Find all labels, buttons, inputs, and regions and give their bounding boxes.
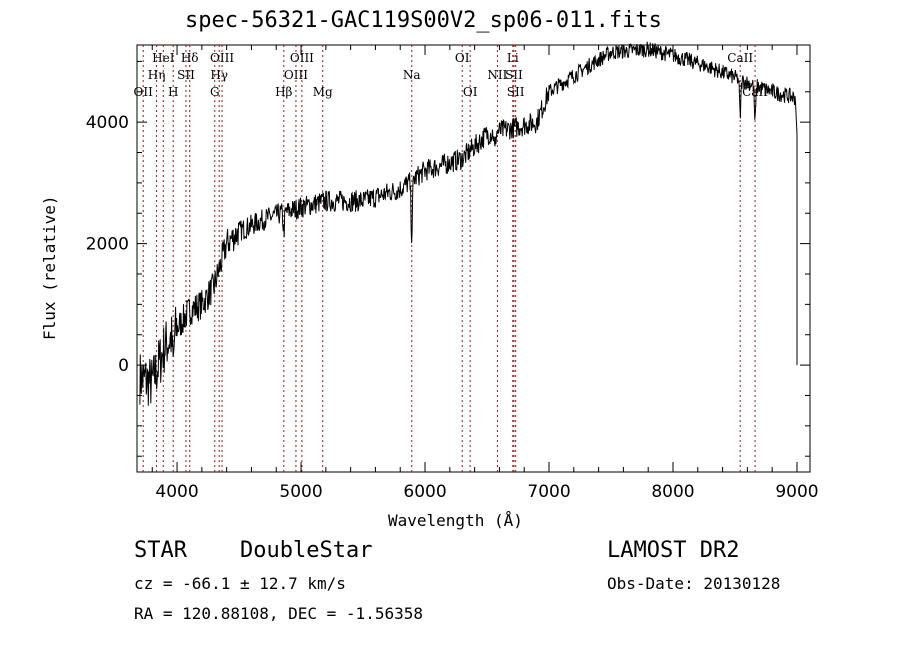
line-label: SII (177, 68, 195, 82)
x-tick-label: 4000 (155, 482, 198, 502)
x-tick-label: 6000 (403, 482, 446, 502)
chart-title: spec-56321-GAC119S00V2_sp06-011.fits (185, 8, 662, 33)
line-label: H (168, 85, 178, 99)
x-axis-label: Wavelength (Å) (388, 511, 523, 530)
line-label: OII (134, 85, 154, 99)
y-tick-label: 0 (118, 356, 129, 376)
line-label: Hδ (181, 51, 199, 65)
line-label: Li (507, 51, 519, 65)
line-label: G (210, 85, 220, 99)
x-tick-label: 9000 (775, 482, 818, 502)
line-label: OIII (210, 51, 234, 65)
line-label: OI (463, 85, 478, 99)
line-label: Hγ (210, 68, 228, 82)
line-label: NII (487, 68, 507, 82)
y-axis-label: Flux (relative) (40, 195, 59, 341)
line-label: SII (505, 68, 523, 82)
line-label: SII (507, 85, 525, 99)
ra-dec: RA = 120.88108, DEC = -1.56358 (134, 604, 423, 623)
plot-frame (136, 44, 811, 473)
y-tick-label: 2000 (86, 235, 129, 255)
line-label: Na (403, 68, 421, 82)
line-label: CaII (727, 51, 753, 65)
spectrum-line (139, 41, 798, 406)
line-label: Hη (148, 68, 166, 82)
x-tick-label: 7000 (527, 482, 570, 502)
object-class: STAR (134, 538, 187, 563)
line-label: OIII (290, 51, 314, 65)
line-label: OI (455, 51, 470, 65)
object-subclass: DoubleStar (240, 538, 373, 563)
redshift-cz: cz = -66.1 ± 12.7 km/s (134, 574, 346, 593)
line-label: Hβ (275, 85, 292, 99)
x-tick-label: 5000 (279, 482, 322, 502)
line-label: Mg (313, 85, 333, 99)
survey-name: LAMOST DR2 (607, 538, 740, 563)
line-label: HeI (152, 51, 175, 65)
line-label: OIII (284, 68, 308, 82)
obs-date: Obs-Date: 20130128 (607, 574, 781, 593)
x-tick-label: 8000 (651, 482, 694, 502)
y-tick-label: 4000 (86, 113, 129, 133)
